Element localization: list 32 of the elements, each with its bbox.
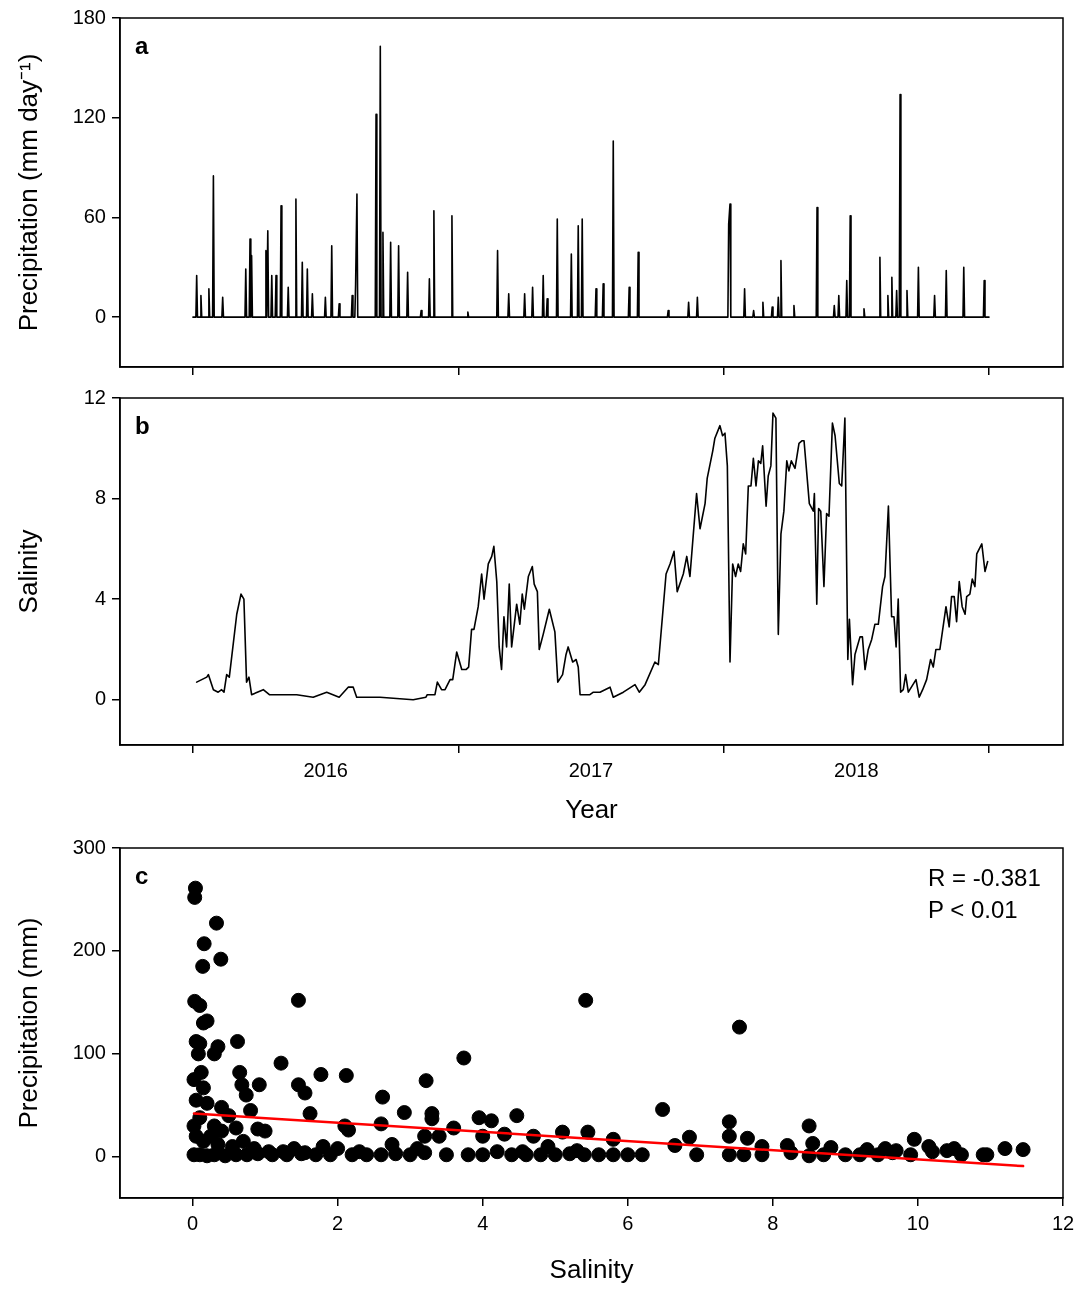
y-axis-title: Precipitation (mm) [12, 917, 43, 1129]
x-tick-label: 0 [186, 1211, 199, 1234]
x-tick-label: 2018 [834, 758, 879, 781]
x-tick-label: 2016 [303, 758, 348, 781]
y-tick-label: 300 [72, 835, 106, 858]
y-tick-label: 120 [72, 105, 106, 128]
x-tick-label: 2 [332, 1211, 344, 1234]
x-tick-label: 12 [1051, 1211, 1075, 1234]
y-tick-label: 12 [83, 385, 106, 408]
text: c [135, 862, 149, 889]
annotation: P < 0.01 [928, 896, 1018, 923]
y-tick-label: 8 [94, 486, 106, 509]
x-tick-label: 2017 [568, 758, 614, 781]
y-tick-label: 0 [94, 1144, 106, 1167]
y-tick-label: 4 [94, 586, 106, 609]
y-tick-label: 180 [72, 5, 106, 28]
y-tick-label: 0 [94, 304, 106, 327]
y-axis-title: Salinity [12, 529, 43, 614]
x-tick-label: 6 [622, 1211, 634, 1234]
y-tick-label: 200 [72, 938, 106, 961]
annotation: R = -0.381 [928, 864, 1041, 891]
y-tick-label: 60 [83, 204, 106, 227]
x-tick-label: 8 [767, 1211, 779, 1234]
y-tick-label: 100 [72, 1041, 106, 1064]
text: a [135, 32, 149, 59]
y-axis-title: Precipitation (mm day⁻¹) [12, 53, 43, 332]
x-tick-label: 10 [906, 1211, 930, 1234]
y-tick-label: 0 [94, 687, 106, 710]
x-axis-title: Year [565, 793, 619, 824]
x-tick-label: 4 [477, 1211, 489, 1234]
text: b [135, 412, 150, 439]
x-axis-title: Salinity [549, 1253, 634, 1284]
